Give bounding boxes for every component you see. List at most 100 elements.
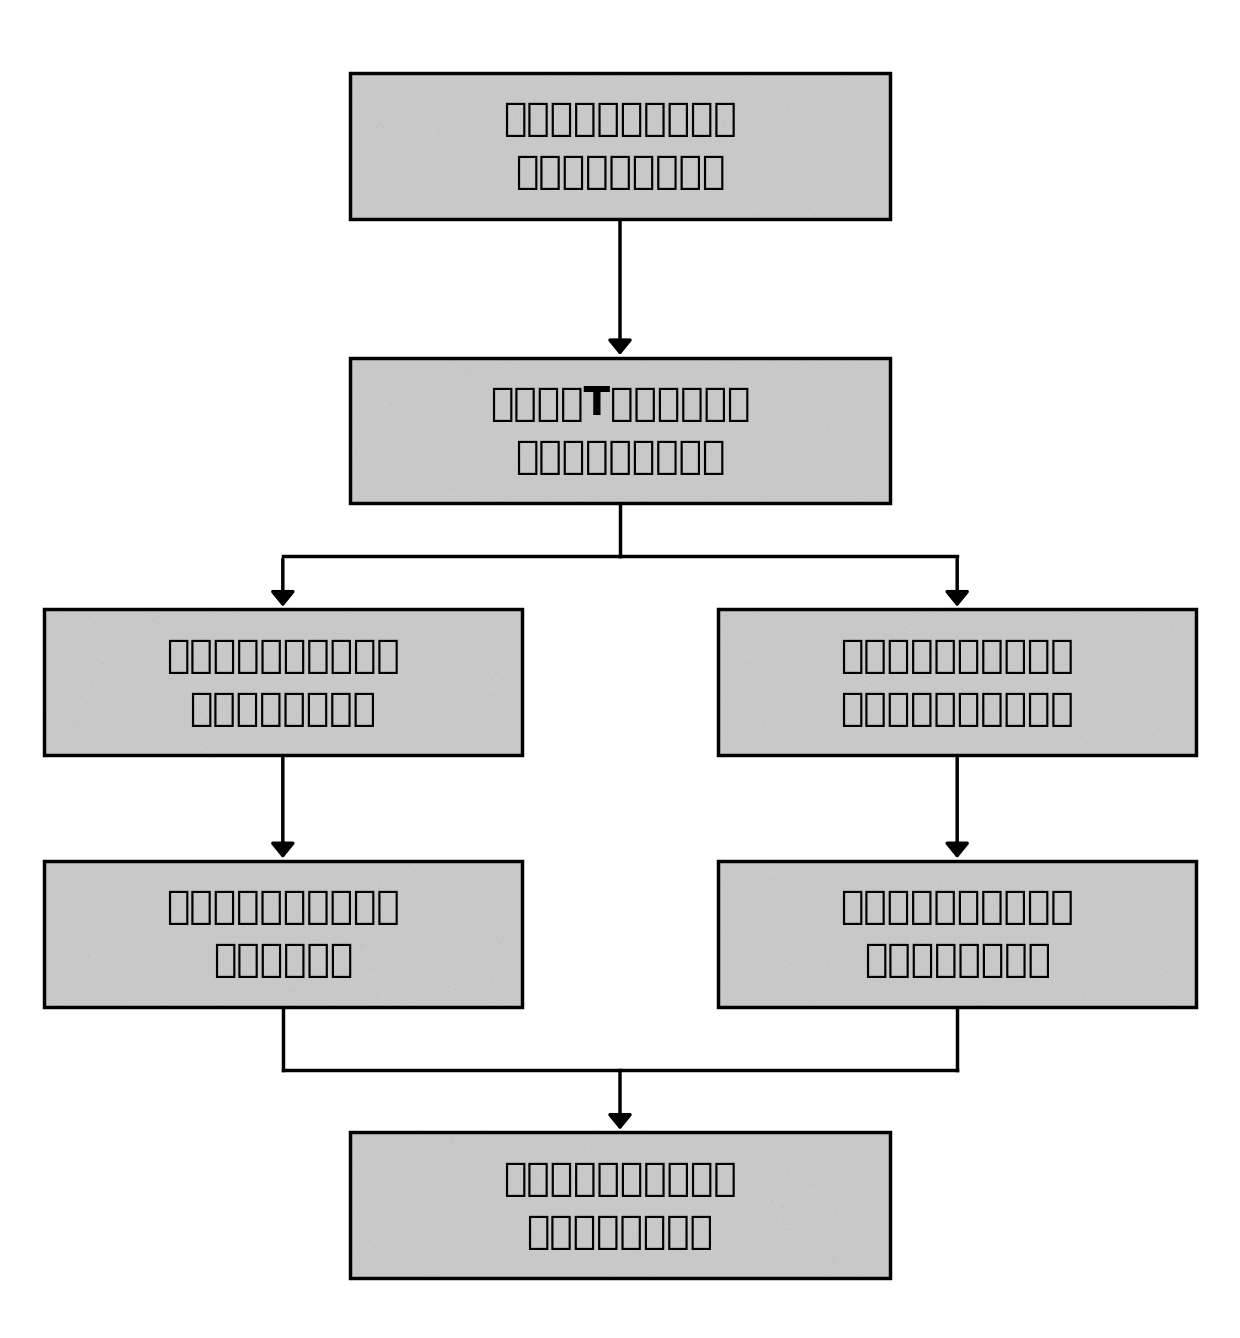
Point (82, 654, 102, 676)
Point (773, 1148, 792, 1169)
Point (360, 720, 379, 741)
Point (181, 696, 201, 717)
Point (818, 1168, 838, 1189)
Point (82, 954, 102, 975)
Point (81, 689, 100, 710)
Point (1154, 917, 1174, 938)
Point (414, 1246, 434, 1267)
Point (432, 376, 451, 397)
Point (219, 629, 239, 650)
Point (961, 662, 981, 684)
Point (796, 946, 816, 967)
Point (640, 468, 660, 490)
Point (242, 875, 262, 896)
Point (717, 708, 737, 729)
Point (925, 858, 945, 879)
Point (1081, 611, 1101, 633)
Point (1107, 915, 1127, 937)
Point (932, 914, 952, 935)
Point (472, 195, 492, 217)
Point (1149, 864, 1169, 886)
Point (580, 1149, 600, 1171)
Point (768, 158, 787, 179)
Point (513, 488, 533, 510)
Point (410, 993, 430, 1014)
Point (322, 606, 342, 628)
Point (542, 1133, 562, 1155)
Point (800, 1218, 820, 1239)
Point (234, 633, 254, 654)
Point (382, 969, 402, 990)
Point (164, 698, 184, 720)
Point (854, 189, 874, 210)
Point (335, 740, 355, 761)
Point (510, 167, 529, 189)
Point (399, 419, 419, 440)
Point (376, 75, 396, 96)
Point (529, 1216, 549, 1238)
Point (641, 425, 661, 447)
Point (864, 871, 884, 892)
Point (977, 632, 997, 653)
Point (1147, 863, 1167, 884)
Point (822, 1176, 842, 1198)
Point (970, 713, 990, 735)
Point (1001, 970, 1021, 991)
Point (270, 607, 290, 629)
Point (356, 666, 376, 688)
Point (227, 966, 247, 987)
Point (299, 880, 319, 902)
Point (1169, 678, 1189, 700)
Point (598, 1200, 618, 1222)
Point (652, 490, 672, 511)
Point (384, 190, 404, 211)
Point (389, 83, 409, 104)
Point (955, 654, 975, 676)
Point (526, 205, 546, 226)
Point (704, 423, 724, 444)
Point (195, 900, 215, 922)
Point (704, 186, 724, 207)
Point (1138, 638, 1158, 660)
Point (764, 1211, 784, 1232)
Point (174, 987, 193, 1009)
Point (773, 957, 792, 978)
Point (931, 874, 951, 895)
Point (408, 490, 428, 511)
Point (396, 955, 415, 977)
Point (222, 926, 242, 947)
Point (626, 1239, 646, 1260)
Point (542, 446, 562, 467)
Point (653, 1223, 673, 1244)
Point (822, 673, 842, 694)
Point (734, 1192, 754, 1214)
Point (208, 950, 228, 971)
Point (596, 110, 616, 131)
Point (304, 871, 324, 892)
Point (944, 935, 963, 957)
Point (670, 112, 689, 134)
Point (601, 416, 621, 438)
Point (520, 1206, 539, 1227)
Point (348, 685, 368, 706)
Point (345, 700, 365, 721)
Point (993, 650, 1013, 672)
Point (1007, 621, 1027, 642)
Point (993, 731, 1013, 752)
Point (229, 698, 249, 720)
Point (848, 158, 868, 179)
Point (837, 886, 857, 907)
Point (131, 736, 151, 757)
Point (1105, 884, 1125, 906)
Point (161, 680, 181, 701)
Point (1173, 670, 1193, 692)
Point (719, 71, 739, 92)
Point (236, 899, 255, 921)
Point (618, 367, 637, 388)
Point (41, 725, 61, 747)
Point (821, 1244, 841, 1266)
Point (804, 694, 823, 716)
Point (368, 700, 388, 721)
Point (1054, 637, 1074, 658)
Point (496, 883, 516, 904)
